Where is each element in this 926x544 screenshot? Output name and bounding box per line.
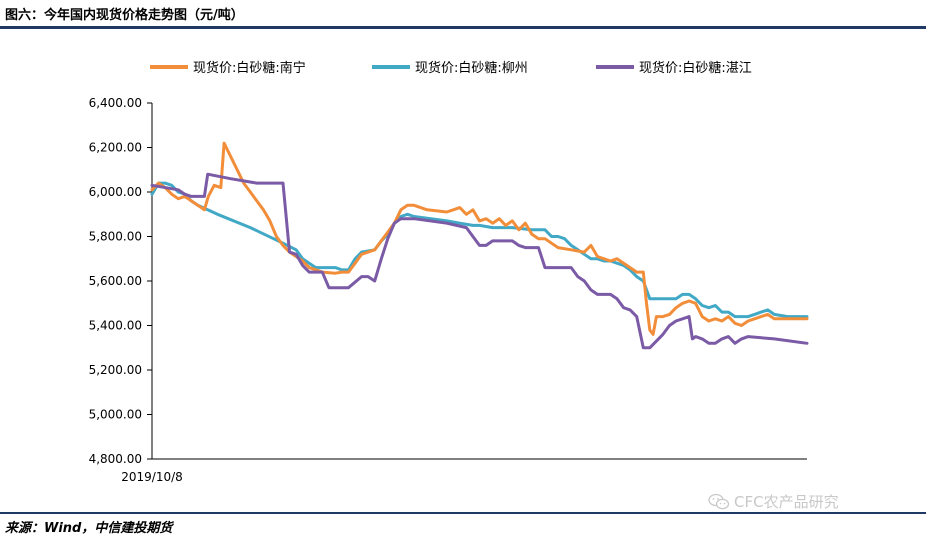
y-tick-label: 6,400.00 xyxy=(89,96,142,110)
series-line-2 xyxy=(150,181,809,319)
line-chart: 4,800.00 5,000.00 5,200.00 5,400.00 5,600.00… xyxy=(89,60,809,484)
legend-label-1: 现货价:白砂糖:南宁 xyxy=(193,60,306,76)
footer-rule xyxy=(0,512,926,514)
legend-label-2: 现货价:白砂糖:柳州 xyxy=(415,60,528,76)
x-tick-label: 2019/10/8 xyxy=(121,470,183,484)
y-tick-label: 5,400.00 xyxy=(89,319,142,333)
series-line-3 xyxy=(150,172,809,350)
y-tick-label: 4,800.00 xyxy=(89,452,142,466)
header-rule xyxy=(0,26,926,29)
watermark-text: CFC农产品研究 xyxy=(734,493,839,511)
figure-title: 图六：今年国内现货价格走势图（元/吨） xyxy=(5,8,244,23)
y-tick-label: 6,200.00 xyxy=(89,141,142,155)
y-tick-label: 6,000.00 xyxy=(89,185,142,199)
y-tick-label: 5,600.00 xyxy=(89,274,142,288)
wechat-icon xyxy=(708,493,730,509)
source-note: 来源：Wind，中信建投期货 xyxy=(5,521,173,536)
y-tick-label: 5,200.00 xyxy=(89,363,142,377)
legend-label-3: 现货价:白砂糖:湛江 xyxy=(639,60,752,76)
y-tick-label: 5,800.00 xyxy=(89,230,142,244)
y-tick-label: 5,000.00 xyxy=(89,408,142,422)
series-line-1 xyxy=(150,141,809,336)
watermark: CFC农产品研究 xyxy=(708,491,839,512)
